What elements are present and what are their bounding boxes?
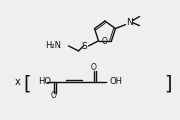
- Text: HO: HO: [38, 78, 51, 87]
- Text: N: N: [126, 18, 133, 27]
- Text: x: x: [15, 77, 21, 87]
- Text: O: O: [91, 63, 97, 72]
- Text: O: O: [51, 91, 57, 101]
- Text: OH: OH: [110, 78, 123, 87]
- Text: ]: ]: [164, 75, 172, 93]
- Text: O: O: [102, 37, 108, 46]
- Text: H₂N: H₂N: [46, 41, 62, 50]
- Text: S: S: [82, 42, 87, 51]
- Text: [: [: [23, 75, 31, 93]
